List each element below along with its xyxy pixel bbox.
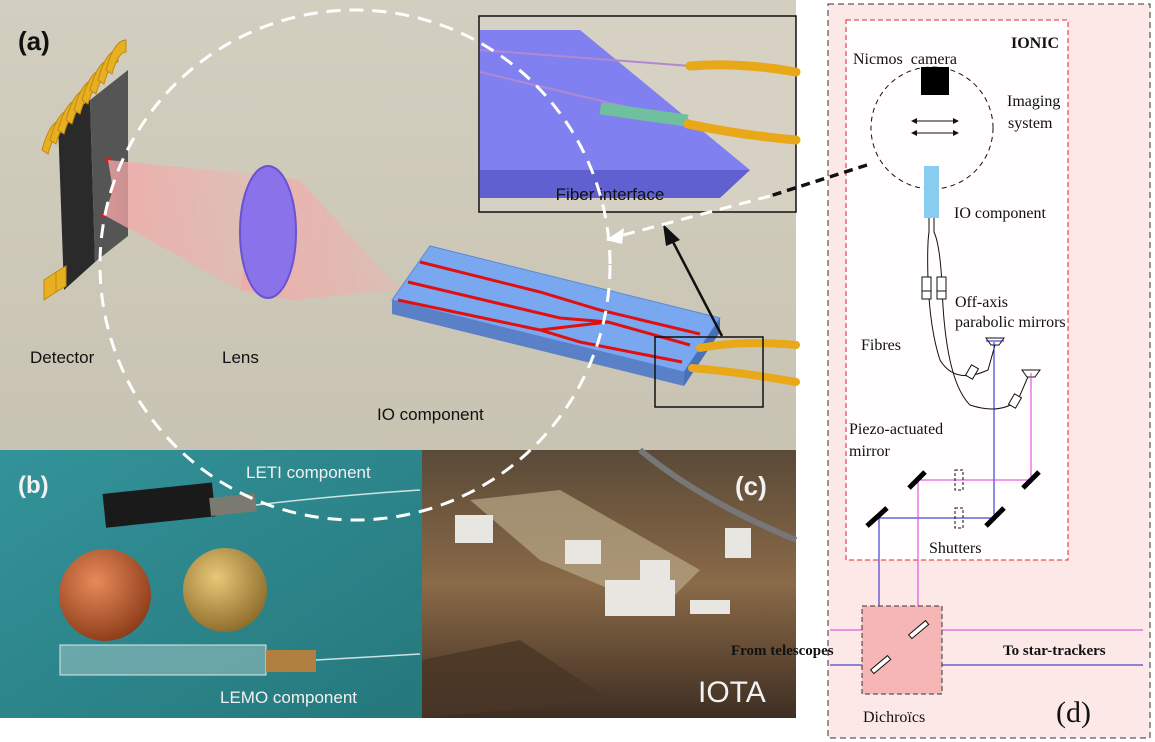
panel-c-label: (c) xyxy=(735,471,767,501)
lemo-label: LEMO component xyxy=(220,688,357,707)
french-coin xyxy=(183,548,267,632)
leti-label: LETI component xyxy=(246,463,371,482)
leader-line-white xyxy=(611,194,771,240)
fibres-diagram xyxy=(927,218,1031,410)
leader-arrow-head xyxy=(606,228,624,244)
fibres-label: Fibres xyxy=(861,337,901,354)
iota-buildings xyxy=(455,515,751,616)
imaging-system-circle xyxy=(870,66,994,190)
fibre-connectors xyxy=(921,276,1023,409)
imaging-label-line2: system xyxy=(1008,115,1053,132)
lens-arrowheads xyxy=(911,118,959,136)
panel-d-label: (d) xyxy=(1056,696,1091,729)
dichroic-mirrors-icon xyxy=(869,619,930,675)
flat-mirror-lower-right-icon xyxy=(984,506,1006,528)
leader-line-dashed xyxy=(769,163,868,198)
us-penny-coin xyxy=(59,549,151,641)
detector-label: Detector xyxy=(30,348,95,367)
panel-c: (c) IOTA xyxy=(422,447,798,718)
zoom-dashed-circle xyxy=(98,8,612,522)
io-component-block xyxy=(924,166,939,218)
zoom-box xyxy=(654,336,764,408)
flat-mirror-lower-left-icon xyxy=(865,506,889,528)
io-component-label-d: IO component xyxy=(954,205,1047,222)
lemo-device xyxy=(59,644,421,676)
piezo-label-line1: Piezo-actuated xyxy=(849,421,943,438)
zoom-arrow xyxy=(670,239,724,337)
lens xyxy=(239,165,297,299)
lens-label: Lens xyxy=(222,348,259,367)
shutters-label: Shutters xyxy=(929,540,981,557)
flat-mirrors xyxy=(865,470,1041,528)
panel-b-label: (b) xyxy=(18,472,49,499)
fiber-interface-label: Fiber interface xyxy=(556,185,665,204)
nicmos-camera-icon xyxy=(921,67,949,95)
off-axis-label-line2: parabolic mirrors xyxy=(955,314,1066,331)
off-axis-label-line1: Off-axis xyxy=(955,294,1008,311)
panel-d: IONIC Nicmos camera Imaging system IO co… xyxy=(606,3,1151,739)
iota-label: IOTA xyxy=(698,676,766,709)
dichroics-box xyxy=(861,605,943,695)
shutters-icon xyxy=(954,469,964,529)
io-component-label: IO component xyxy=(377,405,484,424)
fiber-interface-inset xyxy=(478,15,801,213)
piezo-label-line2: mirror xyxy=(849,443,891,460)
panel-a: Fiber interface (a) Detector Lens IO com… xyxy=(0,0,801,450)
ionic-label: IONIC xyxy=(1011,35,1059,52)
panel-b: (b) LETI component LEMO component xyxy=(0,450,422,718)
imaging-label-line1: Imaging xyxy=(1007,93,1060,110)
to-star-trackers-label: To star-trackers xyxy=(1003,643,1106,659)
panel-a-label: (a) xyxy=(18,26,50,56)
light-cone-detector xyxy=(104,160,270,290)
dichroics-label: Dichroïcs xyxy=(863,709,925,726)
flat-mirror-right-icon xyxy=(1021,470,1041,490)
nicmos-camera-label: Nicmos camera xyxy=(853,51,957,68)
piezo-mirror-icon xyxy=(907,470,927,490)
zoom-arrow-head xyxy=(663,224,680,246)
leti-device xyxy=(102,482,421,528)
lens-arrows-icon xyxy=(913,120,957,134)
from-telescopes-label: From telescopes xyxy=(731,643,834,659)
fibres-panel-a xyxy=(688,339,800,386)
